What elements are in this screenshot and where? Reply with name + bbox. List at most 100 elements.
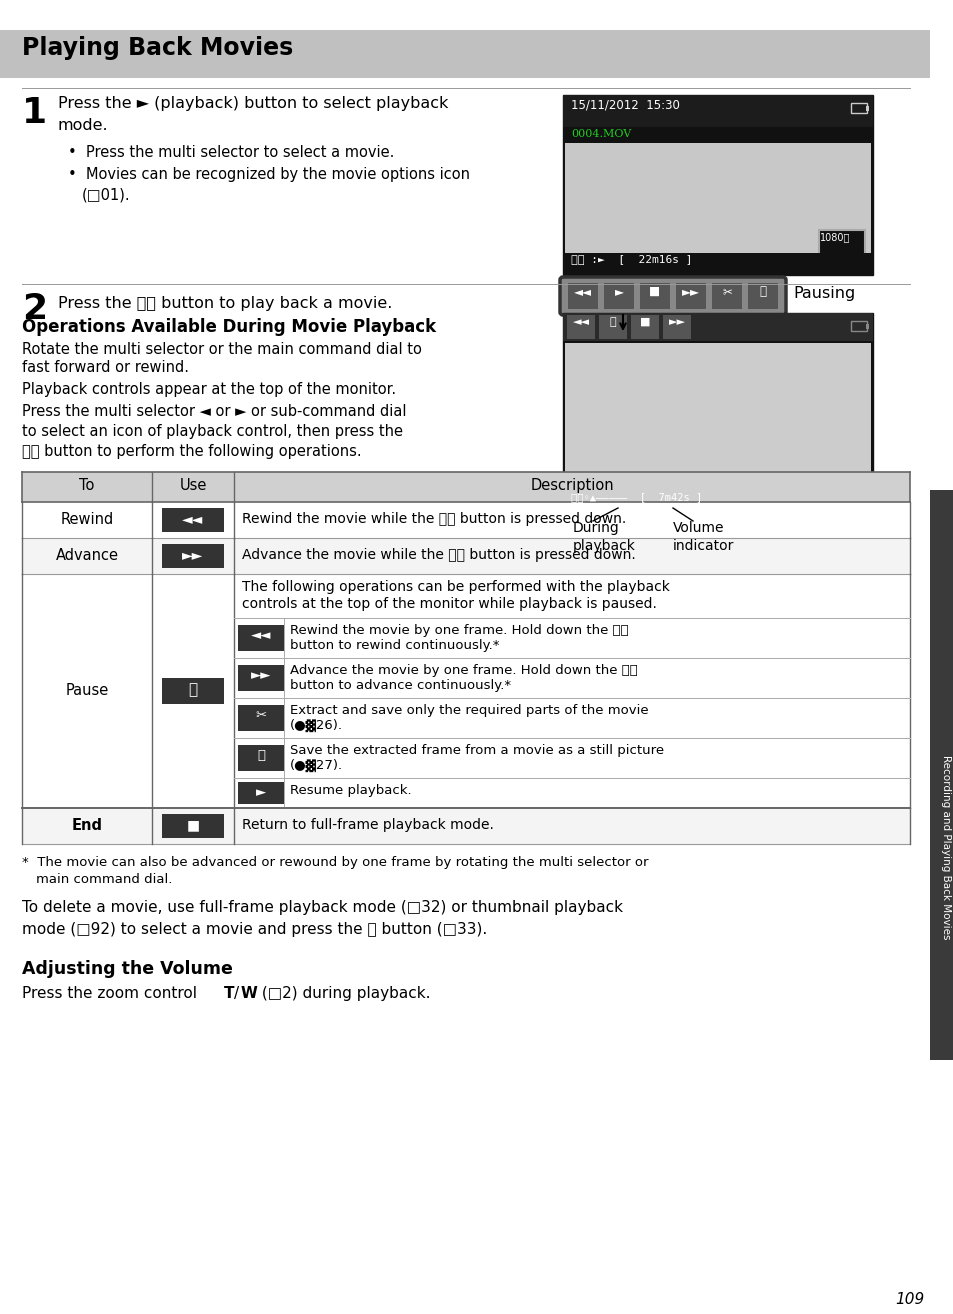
Text: ⎙: ⎙ bbox=[759, 285, 765, 298]
Text: Return to full-frame playback mode.: Return to full-frame playback mode. bbox=[242, 819, 494, 832]
Text: Pause: Pause bbox=[66, 683, 109, 698]
Bar bbox=[865, 106, 868, 110]
Text: 0004.MOV: 0004.MOV bbox=[571, 129, 631, 139]
Text: •  Movies can be recognized by the movie options icon: • Movies can be recognized by the movie … bbox=[68, 167, 470, 183]
Text: Extract and save only the required parts of the movie: Extract and save only the required parts… bbox=[290, 704, 648, 717]
Text: 1080Ⓣ: 1080Ⓣ bbox=[820, 233, 849, 242]
Text: Use: Use bbox=[179, 478, 207, 493]
Text: Playing Back Movies: Playing Back Movies bbox=[22, 35, 293, 60]
Text: 2: 2 bbox=[22, 292, 47, 326]
Bar bbox=[237, 625, 284, 650]
Text: 109: 109 bbox=[895, 1292, 923, 1307]
Bar bbox=[711, 283, 741, 309]
Text: ✂: ✂ bbox=[255, 710, 266, 721]
Bar bbox=[162, 544, 224, 568]
Text: controls at the top of the monitor while playback is paused.: controls at the top of the monitor while… bbox=[242, 597, 657, 611]
Text: During
playback: During playback bbox=[573, 520, 636, 553]
Text: /: / bbox=[233, 986, 239, 1001]
Bar bbox=[564, 143, 870, 254]
Text: Resume playback.: Resume playback. bbox=[290, 784, 411, 798]
Bar bbox=[564, 254, 870, 273]
Text: main command dial.: main command dial. bbox=[36, 872, 172, 886]
Text: Volume
indicator: Volume indicator bbox=[672, 520, 734, 553]
Bar bbox=[818, 230, 864, 256]
Bar bbox=[162, 509, 224, 532]
Text: *  The movie can also be advanced or rewound by one frame by rotating the multi : * The movie can also be advanced or rewo… bbox=[22, 855, 648, 869]
Text: ⏸: ⏸ bbox=[189, 682, 197, 696]
Text: Rotate the multi selector or the main command dial to: Rotate the multi selector or the main co… bbox=[22, 342, 421, 357]
Text: ⎙: ⎙ bbox=[256, 749, 265, 762]
Text: •  Press the multi selector to select a movie.: • Press the multi selector to select a m… bbox=[68, 145, 394, 160]
Text: Save the extracted frame from a movie as a still picture: Save the extracted frame from a movie as… bbox=[290, 744, 663, 757]
Bar bbox=[567, 283, 598, 309]
Text: ◄◄: ◄◄ bbox=[182, 512, 203, 526]
Text: Advance: Advance bbox=[55, 548, 118, 562]
FancyBboxPatch shape bbox=[559, 277, 785, 315]
Bar bbox=[850, 321, 866, 331]
Text: ✂: ✂ bbox=[721, 285, 731, 298]
Text: Playback controls appear at the top of the monitor.: Playback controls appear at the top of t… bbox=[22, 382, 395, 397]
Text: To: To bbox=[79, 478, 94, 493]
Bar bbox=[562, 313, 872, 342]
Text: Advance the movie by one frame. Hold down the ⓈⓀ: Advance the movie by one frame. Hold dow… bbox=[290, 664, 638, 677]
Bar bbox=[850, 102, 866, 113]
Bar bbox=[22, 472, 909, 502]
Text: ⓈⓀ button to perform the following operations.: ⓈⓀ button to perform the following opera… bbox=[22, 444, 361, 459]
Text: ►►: ►► bbox=[251, 669, 271, 682]
Bar bbox=[162, 813, 224, 838]
Bar bbox=[22, 537, 909, 574]
Bar bbox=[0, 30, 929, 78]
Text: Press the multi selector ◄ or ► or sub-command dial: Press the multi selector ◄ or ► or sub-c… bbox=[22, 403, 406, 419]
Text: Rewind: Rewind bbox=[60, 512, 113, 527]
Text: ⓈⓀ :►  [  22m16s ]: ⓈⓀ :► [ 22m16s ] bbox=[571, 254, 692, 264]
Bar bbox=[237, 782, 284, 804]
Bar bbox=[566, 315, 595, 339]
Text: mode.: mode. bbox=[58, 118, 109, 133]
Text: Press the zoom control: Press the zoom control bbox=[22, 986, 202, 1001]
Bar bbox=[562, 95, 872, 275]
Bar bbox=[865, 325, 868, 328]
Text: W: W bbox=[241, 986, 257, 1001]
Text: 1: 1 bbox=[22, 96, 47, 130]
Text: ►: ► bbox=[614, 285, 623, 298]
Text: Rewind the movie by one frame. Hold down the ⓈⓀ: Rewind the movie by one frame. Hold down… bbox=[290, 624, 628, 637]
Bar bbox=[22, 502, 909, 537]
Bar bbox=[630, 315, 659, 339]
Text: ⓈⓀ◦▲―――――  [  7m42s ]: ⓈⓀ◦▲――――― [ 7m42s ] bbox=[571, 491, 701, 502]
Bar bbox=[603, 283, 634, 309]
Bar bbox=[564, 491, 870, 511]
Text: Rewind the movie while the ⓈⓀ button is pressed down.: Rewind the movie while the ⓈⓀ button is … bbox=[242, 512, 625, 526]
Bar bbox=[562, 95, 872, 127]
Bar bbox=[598, 315, 626, 339]
Text: (□01).: (□01). bbox=[82, 188, 131, 202]
Text: Adjusting the Volume: Adjusting the Volume bbox=[22, 961, 233, 978]
Text: Advance the movie while the ⓈⓀ button is pressed down.: Advance the movie while the ⓈⓀ button is… bbox=[242, 548, 635, 562]
Text: Pausing: Pausing bbox=[792, 286, 854, 301]
Bar bbox=[676, 283, 705, 309]
Bar bbox=[237, 665, 284, 691]
Bar bbox=[747, 283, 778, 309]
Text: ◄◄: ◄◄ bbox=[572, 317, 589, 327]
Text: Press the ⓈⓀ button to play back a movie.: Press the ⓈⓀ button to play back a movie… bbox=[58, 296, 392, 311]
Text: Recording and Playing Back Movies: Recording and Playing Back Movies bbox=[940, 756, 950, 940]
Text: The following operations can be performed with the playback: The following operations can be performe… bbox=[242, 579, 669, 594]
Text: mode (□92) to select a movie and press the Ⓣ button (□33).: mode (□92) to select a movie and press t… bbox=[22, 922, 487, 937]
Text: ►►: ►► bbox=[681, 285, 700, 298]
Text: ►►: ►► bbox=[668, 317, 685, 327]
Bar bbox=[662, 315, 690, 339]
Text: ■: ■ bbox=[639, 317, 650, 327]
Text: To delete a movie, use full-frame playback mode (□32) or thumbnail playback: To delete a movie, use full-frame playba… bbox=[22, 900, 622, 915]
Text: ◄◄: ◄◄ bbox=[251, 629, 271, 643]
Text: fast forward or rewind.: fast forward or rewind. bbox=[22, 360, 189, 374]
Bar bbox=[929, 490, 953, 1060]
Text: ►►: ►► bbox=[182, 548, 203, 562]
Text: (□2) during playback.: (□2) during playback. bbox=[256, 986, 430, 1001]
Text: 15/11/2012  15:30: 15/11/2012 15:30 bbox=[571, 99, 679, 112]
Text: Operations Available During Movie Playback: Operations Available During Movie Playba… bbox=[22, 318, 436, 336]
Bar bbox=[237, 745, 284, 771]
Bar bbox=[562, 313, 872, 512]
Text: (●▓27).: (●▓27). bbox=[290, 759, 343, 773]
Text: End: End bbox=[71, 819, 102, 833]
Bar bbox=[162, 678, 224, 704]
Bar bbox=[22, 808, 909, 844]
